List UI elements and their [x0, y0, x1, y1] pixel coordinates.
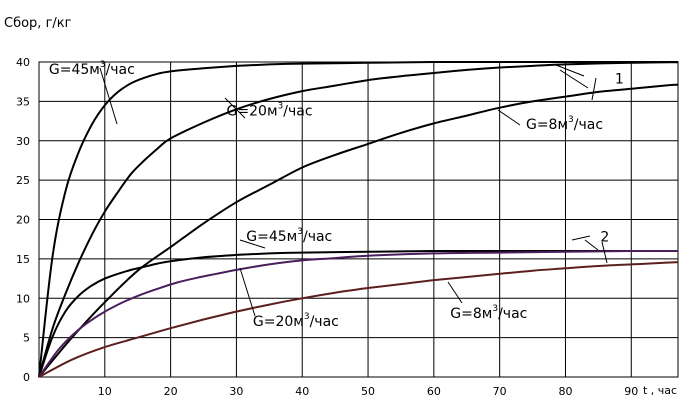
series-annotation: G=8м3/час [450, 304, 527, 322]
annotation-leader-line [99, 67, 118, 125]
annotation-leader-line [497, 109, 521, 126]
annotation-tail: /час [574, 117, 603, 133]
annotation-leader-line [224, 97, 246, 119]
curve-group-label: 1 [615, 71, 624, 87]
annotation-leader-line [239, 239, 266, 249]
annotation-tail: /час [310, 314, 339, 330]
y-tick-label: 5 [23, 332, 30, 345]
y-tick-label: 0 [23, 371, 30, 384]
x-tick-label: 50 [361, 385, 375, 398]
series-annotation: G=45м3/час [49, 60, 135, 78]
y-tick-label: 40 [16, 56, 30, 69]
series-annotation: G=20м3/час [227, 102, 313, 120]
series-annotation: G=8м3/час [526, 115, 603, 133]
annotation-base: G=20м [253, 314, 304, 330]
y-tick-label: 30 [16, 135, 30, 148]
x-tick-label: 90 [624, 385, 638, 398]
annotation-tail: /час [498, 306, 527, 322]
series-lines [38, 60, 679, 378]
annotation-leader-line [239, 267, 256, 317]
x-tick-label: 20 [164, 385, 178, 398]
annotation-leader-line [555, 64, 585, 77]
y-tick-label: 35 [16, 95, 30, 108]
annotation-tail: /час [106, 62, 135, 78]
series-line-group2-5 [38, 261, 679, 378]
annotation-superscript: 3 [297, 227, 303, 237]
annotation-base: G=20м [227, 104, 278, 120]
annotation-leader-line [601, 241, 608, 264]
annotation-superscript: 3 [100, 60, 106, 70]
x-tick-label: 60 [427, 385, 441, 398]
annotation-base: G=8м [450, 306, 492, 322]
annotation-tail: /час [283, 104, 312, 120]
annotations: G=45м3/часG=20м3/часG=8м3/часG=45м3/часG… [49, 60, 624, 330]
annotation-leader-line [591, 77, 597, 101]
annotation-base: G=45м [49, 62, 100, 78]
y-axis-title: Сбор, г/кг [4, 16, 72, 31]
annotation-superscript: 3 [278, 102, 284, 112]
annotation-leader-line [447, 281, 463, 304]
series-annotation: G=45м3/час [246, 227, 332, 245]
annotation-base: G=45м [246, 229, 297, 245]
x-tick-label: 10 [98, 385, 112, 398]
series-annotation: G=20м3/час [253, 312, 339, 330]
x-axis-title: t , час [643, 384, 677, 397]
x-tick-label: 30 [229, 385, 243, 398]
annotation-superscript: 3 [304, 312, 310, 322]
y-tick-label: 25 [16, 174, 30, 187]
gridlines [39, 61, 678, 377]
x-tick-label: 40 [295, 385, 309, 398]
annotation-superscript: 3 [568, 115, 574, 125]
annotation-superscript: 3 [492, 304, 498, 314]
y-tick-label: 10 [16, 292, 30, 305]
y-tick-label: 20 [16, 214, 30, 227]
series-line-group1-2 [38, 83, 679, 378]
x-tick-label: 80 [558, 385, 572, 398]
annotation-leader-line [571, 235, 591, 241]
curve-group-label: 2 [600, 230, 609, 246]
x-tick-label: 70 [493, 385, 507, 398]
annotation-leader-line [584, 239, 599, 251]
series-line-group1-0 [38, 60, 678, 378]
tick-labels: 10 20 30 40 50 60 70 80 90 0 5 10 15 20 25 30 35 40 [16, 56, 638, 398]
series-line-group2-4 [38, 249, 679, 378]
annotation-tail: /час [303, 229, 332, 245]
annotation-leader-line [559, 69, 589, 89]
y-tick-label: 15 [16, 253, 30, 266]
annotation-base: G=8м [526, 117, 568, 133]
series-line-group2-3 [38, 249, 678, 378]
